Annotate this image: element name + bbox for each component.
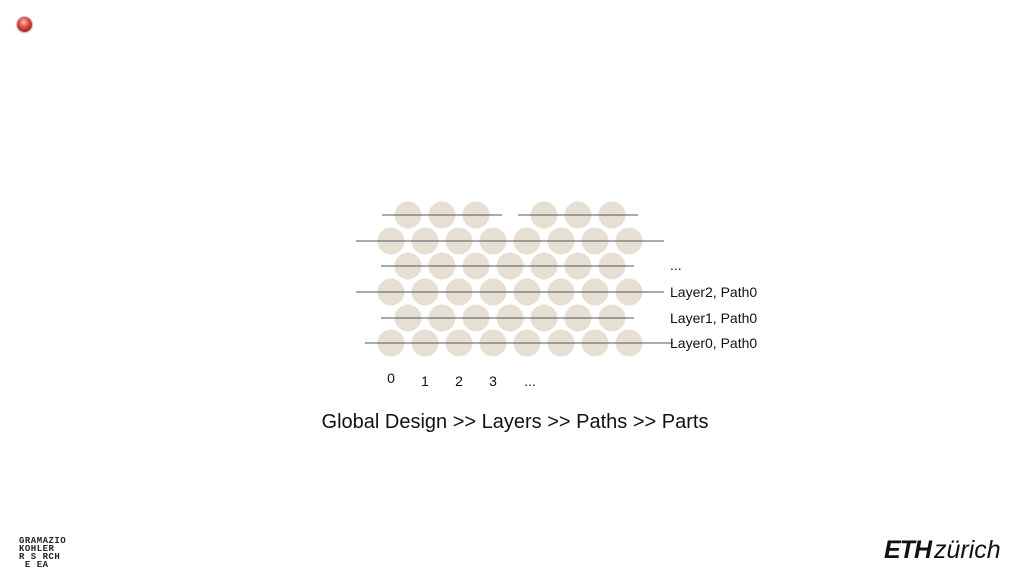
gramazio-kohler-research-logo: GRAMAZIO KOHLER R S RCH E EA — [19, 536, 67, 570]
part-index-3: 3 — [489, 373, 497, 389]
eth-logo-italic: zürich — [934, 536, 1001, 564]
part-index-0: 0 — [387, 370, 395, 386]
logo-line: R S RCH — [19, 552, 61, 562]
layer-label-layer0: Layer0, Path0 — [670, 335, 757, 351]
layer-label-ellipsis: ... — [670, 257, 682, 273]
layer-label-layer2: Layer2, Path0 — [670, 284, 757, 300]
path-lines-group — [356, 214, 673, 344]
eth-zurich-logo: ETH zürich — [884, 536, 1001, 568]
labels-group: ... Layer2, Path0 Layer1, Path0 Layer0, … — [387, 257, 757, 389]
logo-line: E EA — [19, 560, 49, 570]
part-index-ellipsis: ... — [524, 373, 536, 389]
slide-caption: Global Design >> Layers >> Paths >> Part… — [321, 411, 709, 433]
layer-label-layer1: Layer1, Path0 — [670, 310, 757, 326]
parts-group — [377, 201, 643, 357]
record-indicator-icon — [17, 17, 32, 32]
logo-line: KOHLER — [19, 544, 55, 554]
logo-line: GRAMAZIO — [19, 536, 67, 546]
part-index-1: 1 — [421, 373, 429, 389]
part-index-2: 2 — [455, 373, 463, 389]
eth-logo-bold: ETH — [884, 536, 932, 564]
